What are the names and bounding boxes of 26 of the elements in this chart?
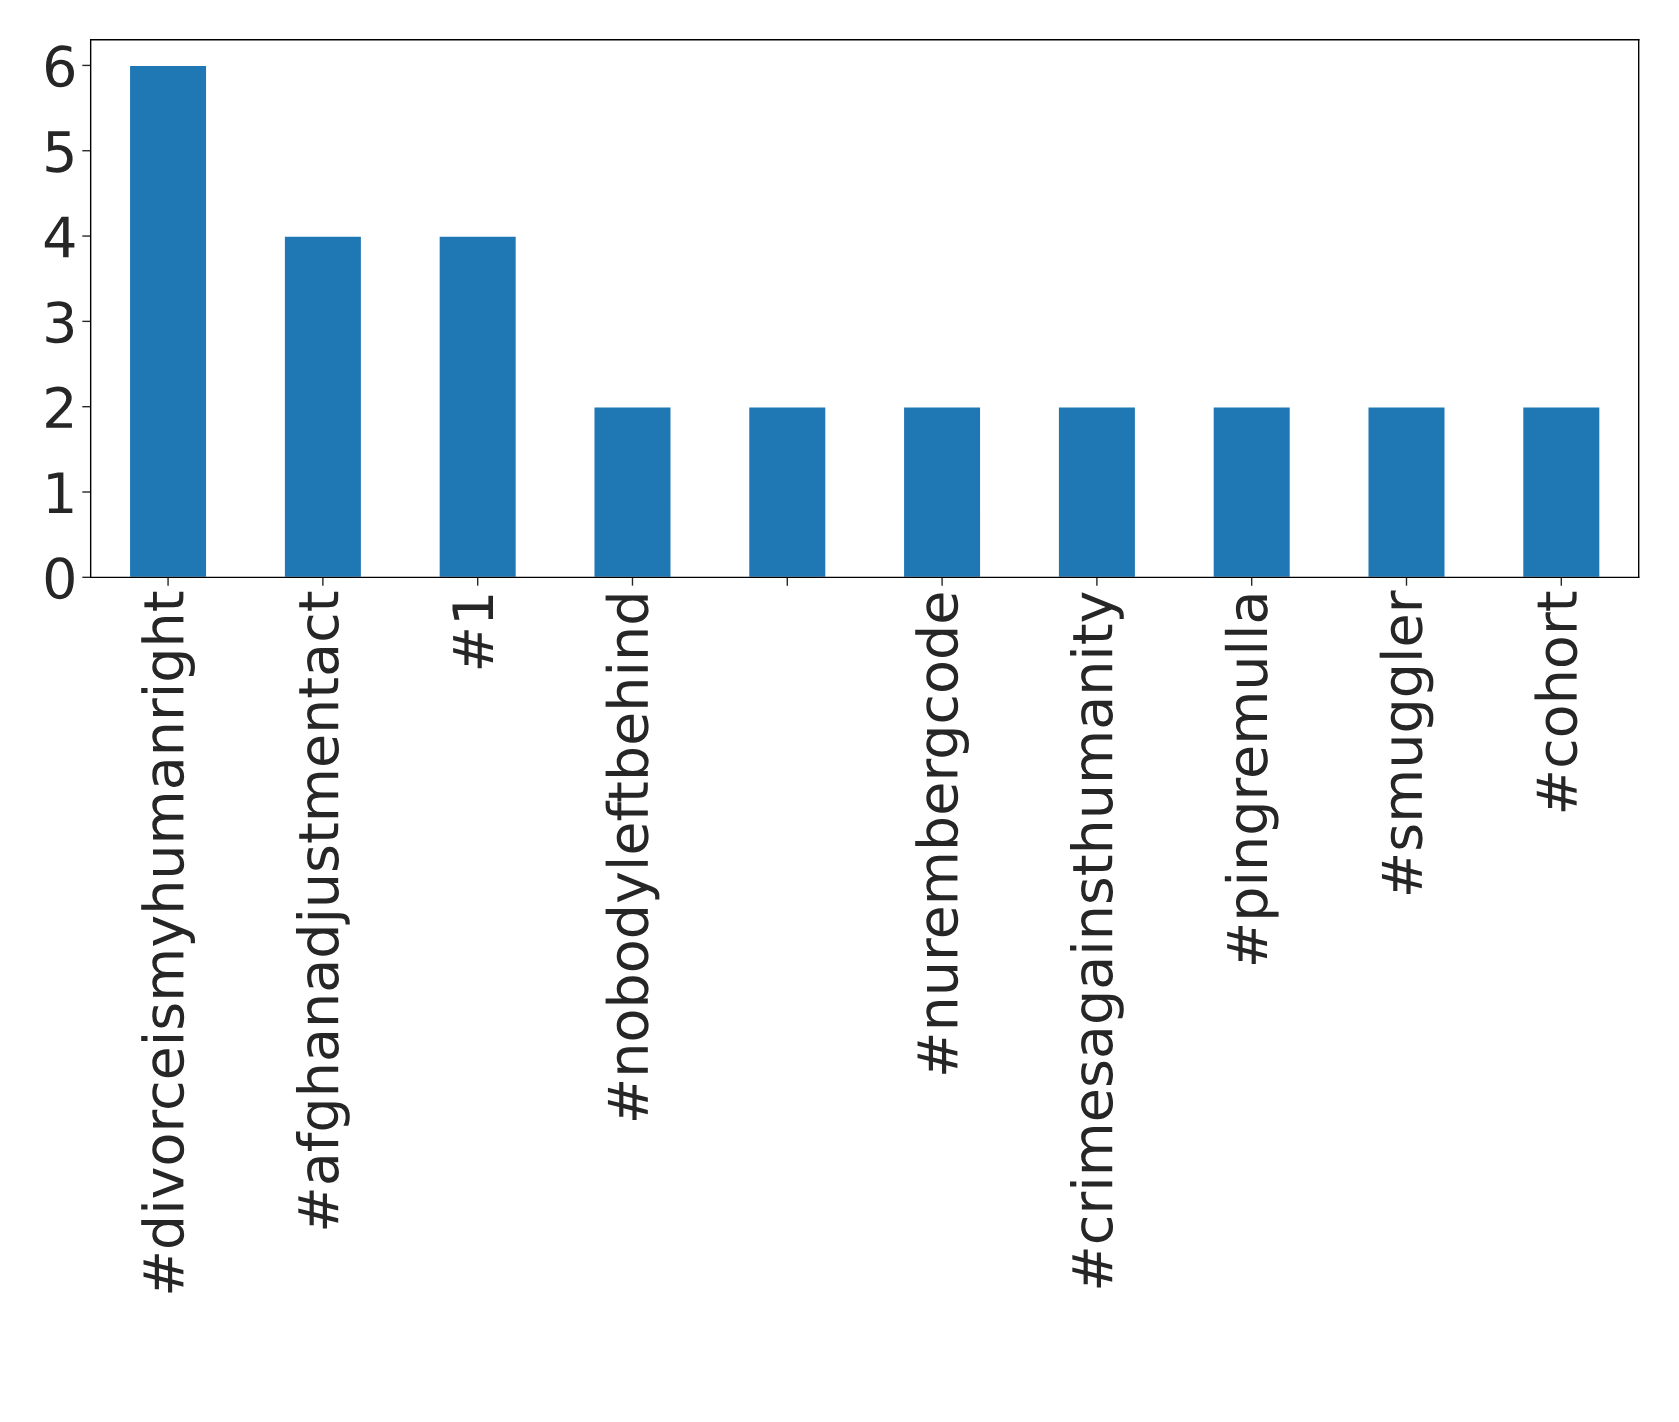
x-tick-label: #pingremulla	[1224, 595, 1279, 964]
bar	[1367, 405, 1446, 578]
bar	[747, 405, 827, 578]
bar	[283, 235, 363, 578]
bar	[902, 405, 982, 578]
x-tick-label: #1	[452, 595, 494, 669]
y-tick-label: 0	[45, 557, 74, 600]
bar	[128, 64, 208, 578]
y-tick-label: 2	[46, 386, 72, 428]
bar	[593, 405, 672, 578]
x-tick-label: #crimesagainsthumanity	[1070, 592, 1124, 1288]
bar	[1521, 405, 1601, 578]
x-tick-label: #afghanadjustmentact	[295, 591, 350, 1229]
y-tick-label: 4	[44, 216, 75, 258]
bar	[1212, 405, 1292, 578]
x-tick-label: #nurembergcode	[915, 593, 969, 1074]
bar	[438, 235, 518, 578]
y-tick-label: 5	[46, 131, 73, 173]
x-tick-label: #divorceismyhumanright	[141, 591, 195, 1293]
y-tick-label: 3	[46, 301, 74, 344]
x-tick-label: #cohort	[1534, 591, 1578, 812]
x-tick-label: #nobodyleftbehind	[605, 595, 660, 1120]
y-tick-label: 1	[48, 472, 73, 514]
y-tick-label: 6	[46, 45, 74, 88]
bar	[1057, 405, 1137, 578]
x-tick-label: #smuggler	[1379, 590, 1434, 895]
